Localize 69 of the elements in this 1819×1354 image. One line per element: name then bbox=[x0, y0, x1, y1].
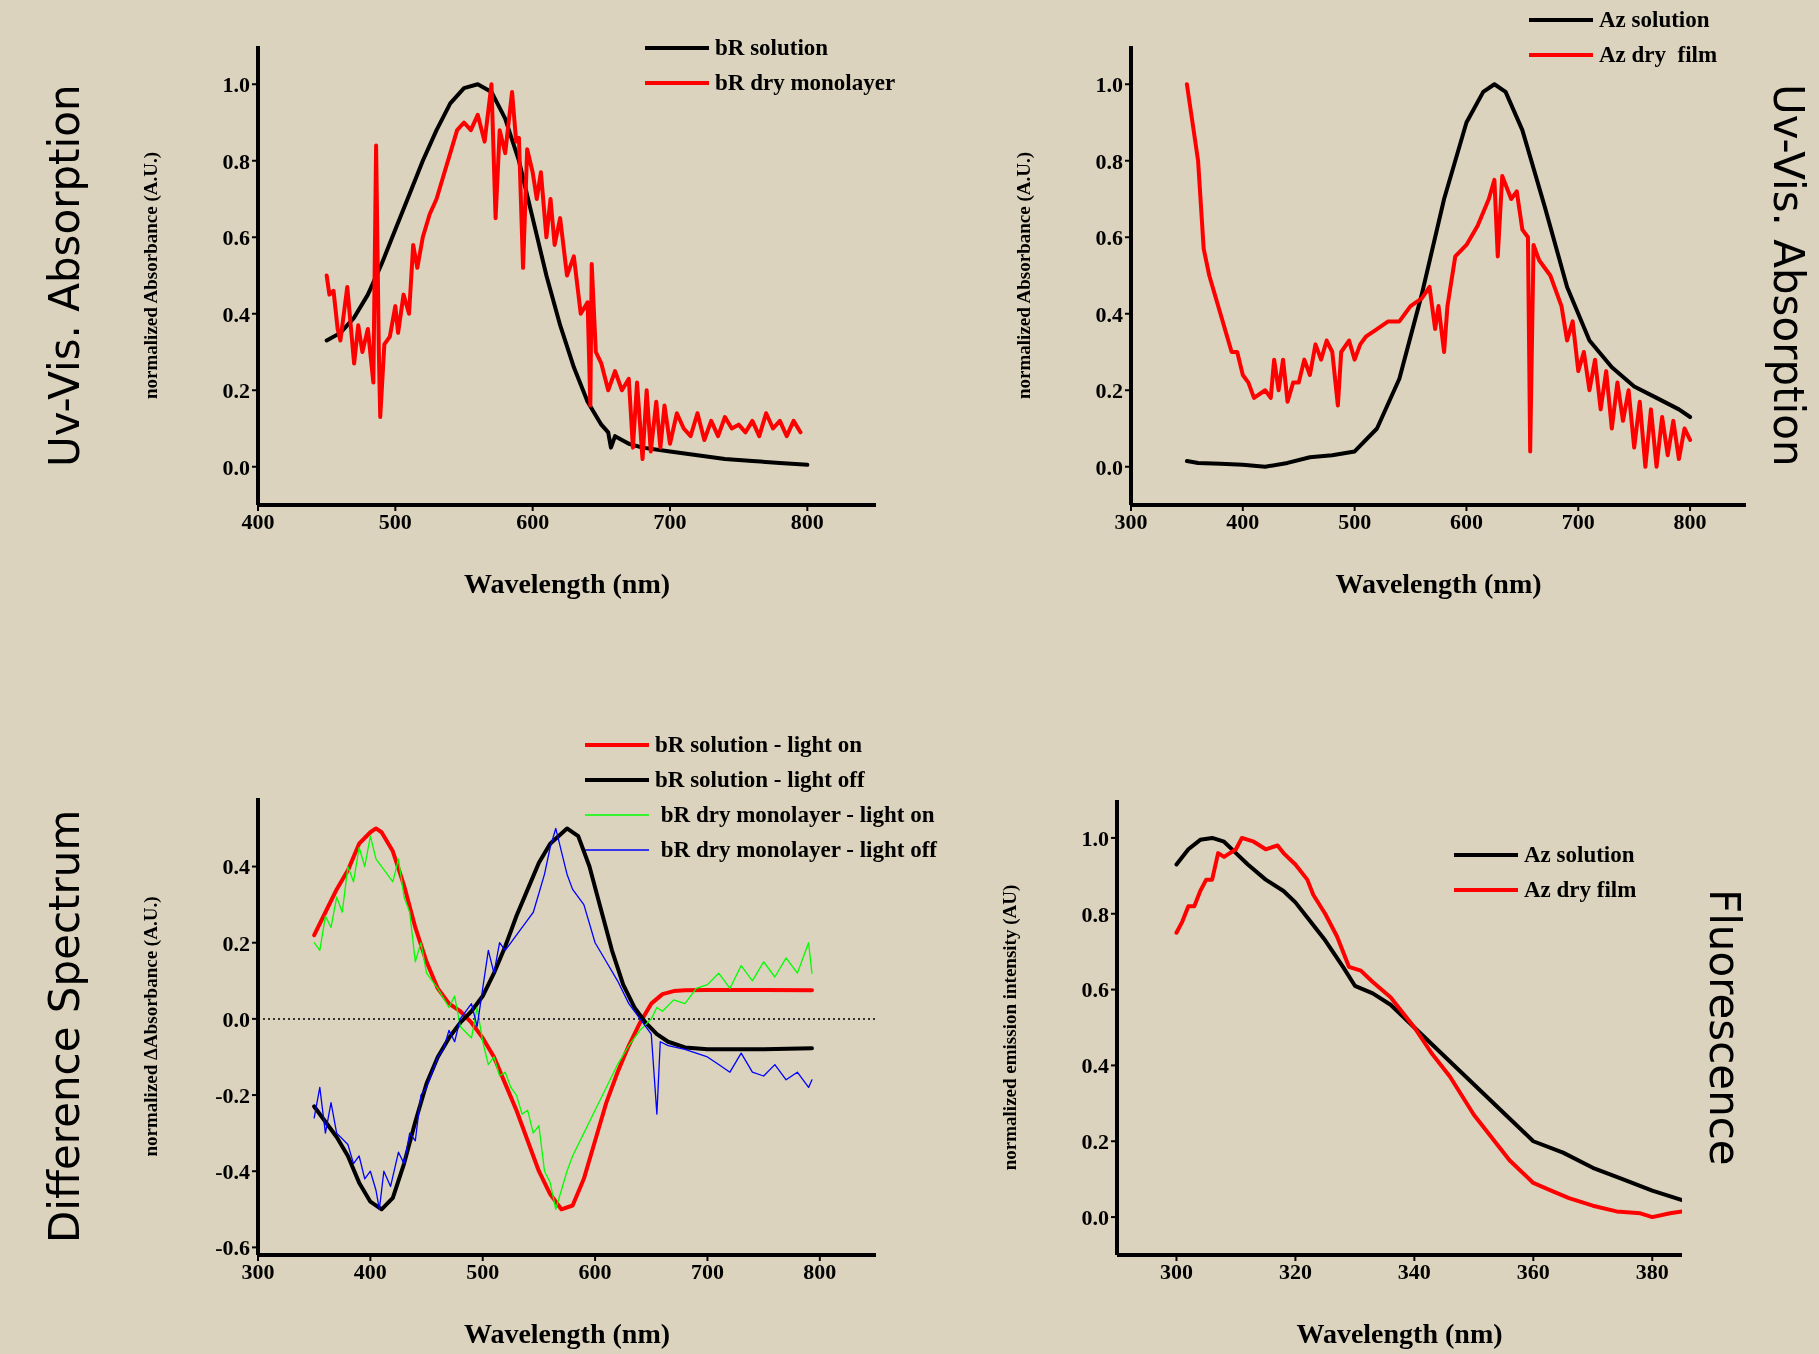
y-tick-label: 0.4 bbox=[222, 854, 250, 880]
text: Uv-Vis. Absorption bbox=[40, 83, 89, 469]
line-series bbox=[1184, 82, 1693, 469]
y-tick-label: 0.8 bbox=[1095, 148, 1123, 174]
y-tick-label: 0.6 bbox=[222, 225, 250, 251]
legend-label: Az solution bbox=[1599, 6, 1710, 33]
x-tick-label: 700 bbox=[690, 1258, 724, 1284]
x-tick-label: 360 bbox=[1516, 1258, 1550, 1284]
y-tick-label: 0.2 bbox=[1095, 378, 1123, 404]
y-tick-label: 0.0 bbox=[1095, 454, 1123, 480]
y-tick-label: 0.4 bbox=[1095, 301, 1123, 327]
legend-label: bR solution bbox=[715, 34, 829, 61]
legend-label: bR solution - light on bbox=[655, 731, 863, 758]
y-tick-label: 0.0 bbox=[222, 454, 250, 480]
x-tick-label: 800 bbox=[790, 508, 824, 534]
y-tick-label: 0.8 bbox=[1081, 901, 1109, 927]
x-tick-label: 800 bbox=[803, 1258, 837, 1284]
y-tick-label: 0.0 bbox=[222, 1006, 250, 1032]
x-tick-label: 400 bbox=[1226, 508, 1260, 534]
x-tick-label: 300 bbox=[241, 1258, 275, 1284]
y-axis-title: normalized emission intensity (AU) bbox=[998, 884, 1021, 1171]
y-tick-label: 0.8 bbox=[222, 148, 250, 174]
x-tick-label: 320 bbox=[1278, 1258, 1312, 1284]
y-axis-title: normalized Absorbance (A.U.) bbox=[139, 152, 162, 399]
x-axis-title: Wavelength (nm) bbox=[463, 568, 671, 599]
legend-label: bR dry monolayer - light off bbox=[659, 836, 937, 863]
y-tick-label: 0.2 bbox=[222, 378, 250, 404]
y-tick-label: 1.0 bbox=[1081, 825, 1109, 851]
x-tick-label: 600 bbox=[1449, 508, 1483, 534]
y-axis-title: normalized Absorbance (A.U.) bbox=[1012, 152, 1035, 399]
legend-label: bR solution - light off bbox=[655, 766, 865, 793]
y-tick-label: -0.2 bbox=[215, 1082, 250, 1108]
y-tick-label: 0.6 bbox=[1081, 977, 1109, 1003]
x-tick-label: 600 bbox=[578, 1258, 612, 1284]
x-tick-label: 300 bbox=[1159, 1258, 1193, 1284]
y-axis-title: normalized ΔAbsorbance (A.U.) bbox=[139, 896, 162, 1157]
x-tick-label: 500 bbox=[466, 1258, 500, 1284]
x-axis-title: Wavelength (nm) bbox=[1335, 568, 1542, 599]
x-tick-label: 700 bbox=[653, 508, 687, 534]
y-tick-label: 0.2 bbox=[222, 930, 250, 956]
legend-label: Az dry film bbox=[1524, 876, 1637, 903]
x-tick-label: 340 bbox=[1397, 1258, 1431, 1284]
x-tick-label: 300 bbox=[1114, 508, 1148, 534]
y-tick-label: -0.4 bbox=[215, 1159, 250, 1185]
x-tick-label: 400 bbox=[353, 1258, 387, 1284]
x-tick-label: 500 bbox=[378, 508, 412, 534]
legend-label: bR dry monolayer - light on bbox=[659, 801, 935, 828]
x-tick-label: 380 bbox=[1635, 1258, 1669, 1284]
x-axis-title: Wavelength (nm) bbox=[1296, 1318, 1503, 1349]
x-tick-label: 800 bbox=[1673, 508, 1707, 534]
text: Difference Spectrum bbox=[40, 808, 89, 1246]
legend-label: Az solution bbox=[1524, 841, 1635, 868]
legend-label: bR dry monolayer bbox=[715, 69, 896, 96]
legend-label: Az dry film bbox=[1599, 41, 1718, 68]
y-tick-label: 0.4 bbox=[1081, 1053, 1109, 1079]
y-tick-label: 0.6 bbox=[1095, 225, 1123, 251]
y-tick-label: 0.2 bbox=[1081, 1129, 1109, 1155]
x-axis-title: Wavelength (nm) bbox=[463, 1318, 671, 1349]
x-tick-label: 400 bbox=[241, 508, 275, 534]
x-tick-label: 700 bbox=[1561, 508, 1595, 534]
text: Fluorescence bbox=[1700, 888, 1749, 1168]
x-tick-label: 500 bbox=[1338, 508, 1372, 534]
y-tick-label: 0.0 bbox=[1081, 1204, 1109, 1230]
y-tick-label: 1.0 bbox=[222, 72, 250, 98]
y-tick-label: 0.4 bbox=[222, 301, 250, 327]
text: Uv-Vis. Absorption bbox=[1764, 83, 1813, 469]
y-tick-label: -0.6 bbox=[215, 1235, 250, 1261]
x-tick-label: 600 bbox=[516, 508, 550, 534]
y-tick-label: 1.0 bbox=[1095, 72, 1123, 98]
